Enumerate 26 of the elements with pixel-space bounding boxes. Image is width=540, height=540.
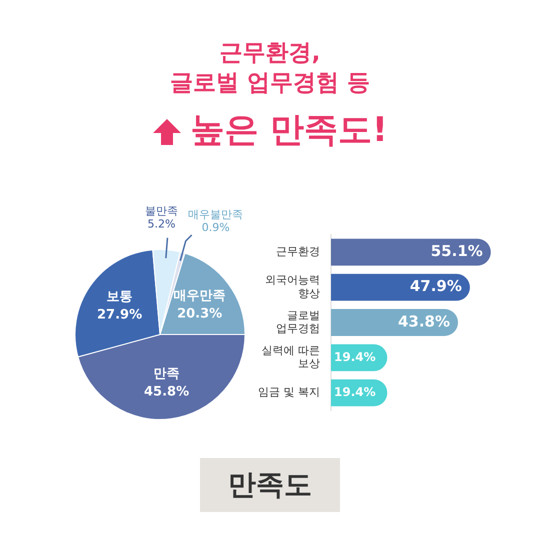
bar (330, 238, 491, 266)
data-label: 0.9% (202, 220, 230, 234)
data-label: 20.3% (177, 306, 222, 322)
data-label: 47.9% (410, 277, 462, 296)
data-label: 27.9% (97, 308, 142, 323)
bar (330, 274, 470, 301)
y-tick-label: 외국어능력 향상 (264, 274, 320, 300)
slice-label: 매우만족 (174, 288, 226, 304)
slice-label: 만족 (154, 366, 180, 382)
data-label: 45.8% (144, 384, 190, 400)
data-label: 55.1% (430, 242, 483, 260)
y-tick-label: 임금 및 복지 (258, 386, 320, 399)
slice-label: 불만족 (144, 204, 178, 218)
text: 만족도 (200, 458, 340, 512)
slice-label: 매우불만족 (188, 208, 244, 221)
data-label: 19.4% (334, 350, 376, 364)
data-label: 5.2% (147, 218, 176, 231)
chart-subtitle: 높은 만족도! (190, 110, 388, 150)
chart-title: 근무환경, 글로벌 업무경험 등 (168, 39, 371, 98)
y-tick-label: 글로벌 업무경험 (276, 308, 320, 335)
y-tick-label: 실력에 따른 보상 (261, 344, 320, 370)
data-label: 43.8% (398, 312, 450, 330)
y-tick-label: 근무환경 (276, 245, 320, 258)
bar (330, 309, 458, 336)
slice-label: 보통 (106, 290, 133, 305)
data-label: 19.4% (334, 384, 376, 399)
